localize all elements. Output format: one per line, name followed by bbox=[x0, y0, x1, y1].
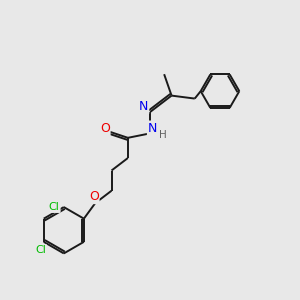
Text: O: O bbox=[100, 122, 110, 135]
Text: H: H bbox=[159, 130, 167, 140]
Text: O: O bbox=[89, 190, 99, 203]
Text: Cl: Cl bbox=[35, 245, 46, 255]
Text: Cl: Cl bbox=[49, 202, 60, 212]
Text: N: N bbox=[148, 122, 157, 134]
Text: N: N bbox=[139, 100, 148, 113]
